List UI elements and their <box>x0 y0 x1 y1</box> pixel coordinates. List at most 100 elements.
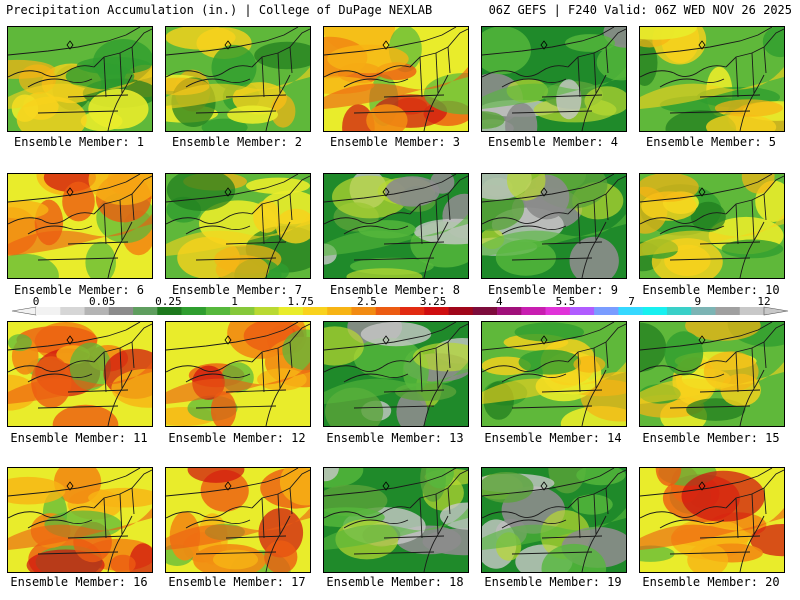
precip-field-map <box>640 27 784 131</box>
ensemble-member-label: Ensemble Member: 13 <box>326 431 464 445</box>
station-marker-icon <box>382 335 390 345</box>
ensemble-member-label: Ensemble Member: 8 <box>329 283 461 297</box>
precip-field-map <box>8 27 152 131</box>
precip-field-map <box>8 322 152 426</box>
station-marker-icon <box>382 481 390 491</box>
precip-field-map <box>166 322 310 426</box>
station-marker-icon <box>698 481 706 491</box>
ensemble-map-1 <box>7 26 153 132</box>
colorbar-tick-label: 9 <box>694 296 701 308</box>
ensemble-map-5 <box>639 26 785 132</box>
colorbar-tick-label: 2.5 <box>357 296 377 308</box>
station-marker-icon <box>698 335 706 345</box>
colorbar-tick-label: 3.25 <box>420 296 447 308</box>
ensemble-map-9 <box>481 173 627 279</box>
colorbar-swatch <box>375 307 401 315</box>
ensemble-member-label: Ensemble Member: 14 <box>484 431 622 445</box>
ensemble-member-label: Ensemble Member: 18 <box>326 575 464 589</box>
precip-field-map <box>166 174 310 278</box>
station-marker-icon <box>224 187 232 197</box>
ensemble-member-label: Ensemble Member: 6 <box>13 283 145 297</box>
ensemble-member-label: Ensemble Member: 3 <box>329 135 461 149</box>
colorbar-tick-label: 7 <box>628 296 635 308</box>
station-marker-icon <box>66 40 74 50</box>
precip-field-map <box>482 322 626 426</box>
colorbar-swatch <box>327 307 352 315</box>
ensemble-map-10 <box>639 173 785 279</box>
colorbar-tick-label: 1 <box>231 296 238 308</box>
station-marker-icon <box>224 40 232 50</box>
ensemble-map-2 <box>165 26 311 132</box>
station-marker-icon <box>698 187 706 197</box>
precip-field-map <box>482 468 626 572</box>
colorbar-swatch <box>230 307 255 315</box>
precip-field-map <box>482 174 626 278</box>
colorbar-swatch <box>400 307 425 315</box>
precip-field-map <box>324 27 468 131</box>
ensemble-map-17 <box>165 467 311 573</box>
colorbar-tick-label: 1.75 <box>287 296 314 308</box>
colorbar-swatch <box>715 307 741 315</box>
station-marker-icon <box>540 335 548 345</box>
precipitation-colorbar: 0 0.05 0.25 1 1.75 2.5 3.25 4 5.5 7 9 12 <box>11 296 789 316</box>
ensemble-member-label: Ensemble Member: 5 <box>645 135 777 149</box>
colorbar-swatch <box>351 307 377 315</box>
ensemble-member-label: Ensemble Member: 4 <box>487 135 619 149</box>
ensemble-map-4 <box>481 26 627 132</box>
precip-field-map <box>324 322 468 426</box>
ensemble-member-label: Ensemble Member: 19 <box>484 575 622 589</box>
station-marker-icon <box>224 335 232 345</box>
colorbar-swatch <box>448 307 474 315</box>
colorbar-swatch <box>60 307 85 315</box>
colorbar-max-arrow <box>763 306 789 316</box>
precip-field-map <box>8 174 152 278</box>
ensemble-map-19 <box>481 467 627 573</box>
ensemble-member-label: Ensemble Member: 10 <box>642 283 780 297</box>
station-marker-icon <box>382 40 390 50</box>
colorbar-swatch <box>133 307 158 315</box>
colorbar-swatch <box>108 307 134 315</box>
ensemble-map-16 <box>7 467 153 573</box>
ensemble-map-12 <box>165 321 311 427</box>
colorbar-min-arrow <box>11 306 37 316</box>
precip-field-map <box>640 174 784 278</box>
ensemble-map-18 <box>323 467 469 573</box>
colorbar-tick-label: 5.5 <box>556 296 576 308</box>
ensemble-map-8 <box>323 173 469 279</box>
station-marker-icon <box>540 40 548 50</box>
colorbar-tick-label: 4 <box>496 296 503 308</box>
colorbar-tick-label: 0.05 <box>89 296 116 308</box>
colorbar-swatch <box>618 307 643 315</box>
ensemble-member-label: Ensemble Member: 20 <box>642 575 780 589</box>
colorbar-swatch <box>84 307 110 315</box>
colorbar-swatch <box>497 307 522 315</box>
station-marker-icon <box>382 187 390 197</box>
station-marker-icon <box>540 481 548 491</box>
station-marker-icon <box>66 481 74 491</box>
station-marker-icon <box>698 40 706 50</box>
station-marker-icon <box>66 335 74 345</box>
colorbar-swatch <box>472 307 498 315</box>
colorbar-swatch <box>691 307 716 315</box>
ensemble-map-7 <box>165 173 311 279</box>
colorbar-swatch <box>739 307 765 315</box>
precip-field-map <box>166 468 310 572</box>
colorbar-swatch <box>205 307 231 315</box>
colorbar-swatch <box>642 307 668 315</box>
ensemble-map-15 <box>639 321 785 427</box>
ensemble-member-label: Ensemble Member: 11 <box>10 431 148 445</box>
precip-field-map <box>8 468 152 572</box>
ensemble-map-13 <box>323 321 469 427</box>
colorbar-swatch <box>545 307 571 315</box>
colorbar-swatch <box>157 307 182 315</box>
colorbar-swatch <box>278 307 304 315</box>
station-marker-icon <box>66 187 74 197</box>
ensemble-member-label: Ensemble Member: 1 <box>13 135 145 149</box>
precip-field-map <box>324 468 468 572</box>
colorbar-swatch <box>521 307 546 315</box>
ensemble-map-20 <box>639 467 785 573</box>
colorbar-swatch <box>302 307 328 315</box>
map-title: Precipitation Accumulation (in.) | Colle… <box>6 3 433 17</box>
colorbar-swatch <box>36 307 61 315</box>
ensemble-map-14 <box>481 321 627 427</box>
